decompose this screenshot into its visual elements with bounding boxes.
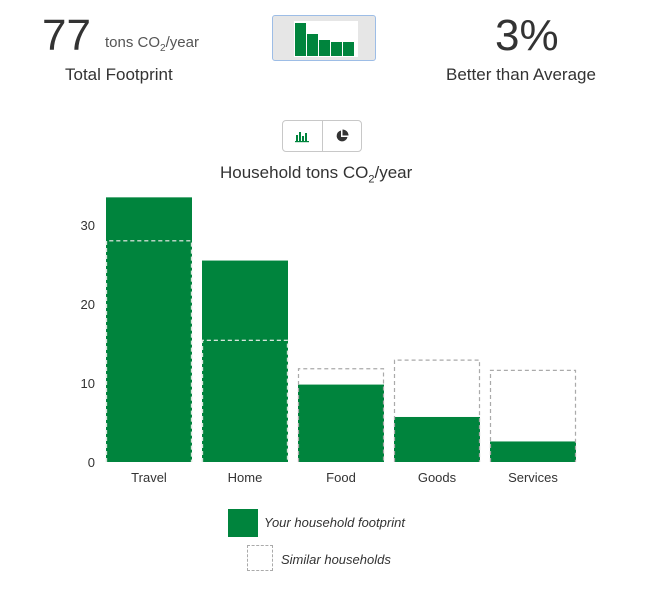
y-tick-label: 10 xyxy=(81,376,95,391)
legend-label-similar: Similar households xyxy=(281,552,391,567)
bar-view-button[interactable] xyxy=(283,121,322,151)
bar-footprint xyxy=(202,260,288,462)
bar-footprint xyxy=(298,384,384,462)
bar-similar-outline-overlay xyxy=(201,339,289,462)
legend: Your household footprint Similar househo… xyxy=(228,507,448,577)
percent-better-label: Better than Average xyxy=(446,65,596,84)
total-footprint-value: 77 xyxy=(42,11,91,60)
legend-label-footprint: Your household footprint xyxy=(264,515,405,530)
legend-swatch-footprint xyxy=(228,509,258,537)
pie-chart-icon xyxy=(336,129,349,142)
legend-swatch-similar xyxy=(247,545,273,571)
x-tick-label: Goods xyxy=(418,470,457,485)
bar-chart: 0 10 20 30 Travel Home Food Goods Services xyxy=(81,197,577,485)
y-tick-label: 0 xyxy=(88,455,95,470)
percent-better-value: 3% xyxy=(495,11,559,60)
x-tick-label: Food xyxy=(326,470,356,485)
bar-chart-icon xyxy=(295,132,310,143)
bar-chart-thumbnail-icon xyxy=(294,21,358,57)
x-tick-label: Home xyxy=(228,470,263,485)
x-tick-label: Travel xyxy=(131,470,167,485)
y-tick-label: 30 xyxy=(81,218,95,233)
total-footprint-unit: tons CO2/year xyxy=(105,34,199,54)
bar-footprint xyxy=(106,197,192,462)
bar-footprint xyxy=(394,416,480,462)
chart-title: Household tons CO2/year xyxy=(220,163,413,186)
total-footprint-label: Total Footprint xyxy=(65,65,173,84)
y-tick-label: 20 xyxy=(81,297,95,312)
bar-similar-outline xyxy=(489,369,577,462)
chart-view-toggle xyxy=(282,120,362,152)
pie-view-button[interactable] xyxy=(321,121,361,151)
x-tick-label: Services xyxy=(508,470,558,485)
bar-footprint xyxy=(490,441,576,462)
chart-thumbnail-button[interactable] xyxy=(272,15,376,61)
bar-similar-outline xyxy=(297,368,385,462)
bar-similar-outline xyxy=(393,359,481,462)
bar-similar-outline-overlay xyxy=(105,240,193,462)
